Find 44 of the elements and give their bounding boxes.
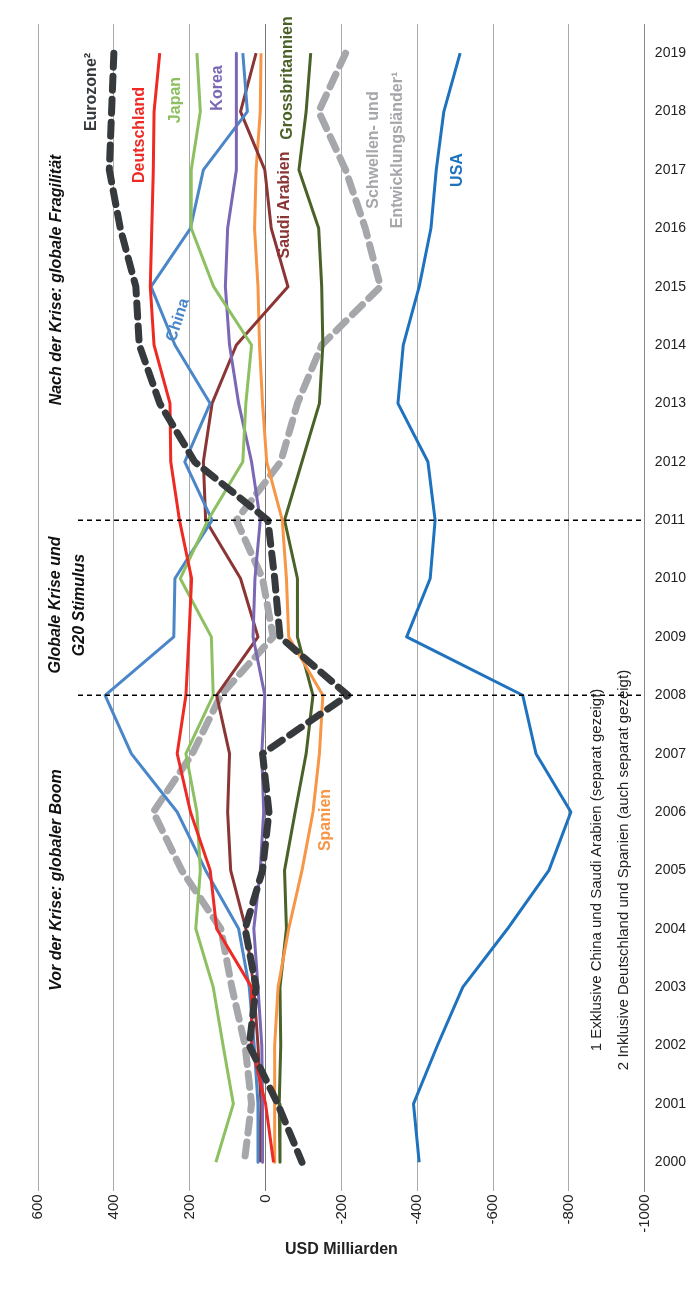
y-tick-label: 2014 <box>654 335 687 352</box>
y-tick-label: 2002 <box>654 1036 687 1053</box>
annotation: 2 Inklusive Deutschland und Spanien (auch separat gezeigt) <box>614 669 632 1071</box>
x-tick-label: 200 <box>179 1194 197 1220</box>
y-tick-label: 2016 <box>654 219 687 236</box>
text: Schwellen- und Entwicklungsländer¹ <box>364 71 406 229</box>
x-tick-label: -600 <box>483 1194 501 1225</box>
y-tick-label: 2004 <box>654 919 687 936</box>
y-tick-label: 2010 <box>654 569 687 586</box>
text: USA <box>448 152 466 187</box>
x-tick-label: 0 <box>255 1194 273 1203</box>
y-tick-label: 2015 <box>654 277 687 294</box>
y-tick-label: 2003 <box>654 977 687 994</box>
x-axis-title: USD Milliarden <box>284 1239 398 1257</box>
annotation: 1 Exklusive China und Saudi Arabien (separat gezeigt) <box>587 688 605 1052</box>
x-tick-label: -400 <box>407 1194 425 1225</box>
y-tick-label: 2018 <box>654 102 687 119</box>
y-tick-label: 2009 <box>654 627 687 644</box>
x-tick-label: -1000 <box>635 1194 652 1233</box>
annotation: Nach der Krise: globale Fragilität <box>47 153 65 406</box>
y-tick-label: 2011 <box>654 511 686 528</box>
x-tick-label: -200 <box>331 1194 349 1225</box>
y-tick-label: 2012 <box>654 452 687 469</box>
text: Korea <box>208 65 226 111</box>
y-tick-label: 2000 <box>654 1153 687 1170</box>
annotation: Vor der Krise: globaler Boom <box>47 769 65 991</box>
x-tick-label: 400 <box>104 1194 121 1220</box>
y-tick-label: 2007 <box>654 744 687 761</box>
y-tick-label: 2017 <box>654 160 687 177</box>
y-tick-label: 2019 <box>654 44 687 61</box>
text: Spanien <box>316 788 334 852</box>
x-tick-label: -800 <box>559 1194 577 1225</box>
text: China <box>162 295 192 344</box>
y-tick-label: 2006 <box>654 802 687 819</box>
y-tick-label: 2005 <box>654 861 687 878</box>
text: Deutschland <box>130 86 148 184</box>
x-tick-label: 600 <box>28 1194 46 1220</box>
text: Japan <box>166 76 184 124</box>
text: Grossbritannien <box>278 16 296 140</box>
y-tick-label: 2008 <box>654 686 687 703</box>
y-tick-label: 2013 <box>654 394 687 411</box>
annotation: Globale Krise und G20 Stimulus <box>46 535 88 674</box>
y-tick-label: 2001 <box>654 1094 687 1111</box>
text: Eurozone² <box>82 52 100 132</box>
